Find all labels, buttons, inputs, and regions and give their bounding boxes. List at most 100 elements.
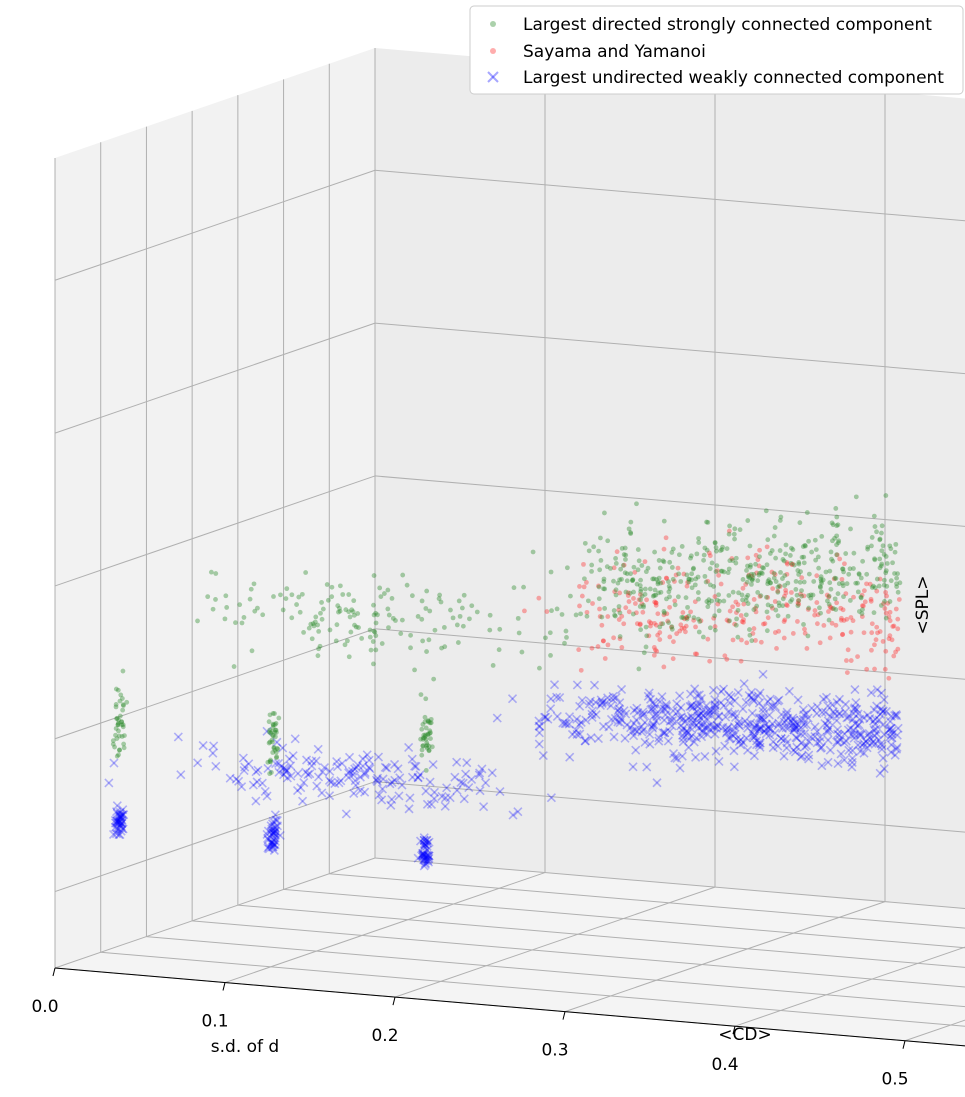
data-point — [881, 601, 886, 607]
data-point — [681, 625, 687, 631]
data-point-x — [839, 755, 849, 765]
data-point — [821, 622, 827, 628]
data-point — [248, 586, 254, 592]
data-point — [765, 594, 771, 600]
data-point — [879, 530, 884, 536]
data-point — [895, 616, 901, 622]
data-point-x — [648, 711, 658, 721]
data-point — [273, 721, 279, 726]
data-point — [892, 571, 897, 576]
data-point-x — [173, 732, 183, 742]
data-point — [776, 628, 782, 634]
data-point — [869, 585, 875, 590]
data-point — [675, 565, 681, 571]
data-point-x — [886, 723, 896, 733]
data-point-x — [208, 748, 218, 758]
data-point-x — [676, 712, 686, 722]
data-point-x — [694, 717, 704, 728]
data-point-x — [116, 819, 126, 829]
data-point — [838, 605, 844, 611]
data-point-x — [209, 741, 219, 751]
data-point-x — [575, 729, 585, 739]
data-point — [637, 604, 643, 609]
data-point — [319, 600, 324, 605]
data-point — [745, 574, 751, 580]
data-point — [613, 560, 619, 566]
data-point — [751, 607, 757, 612]
data-point-x — [416, 851, 427, 861]
data-point — [694, 651, 700, 657]
data-point-x — [862, 743, 872, 753]
data-point — [637, 621, 643, 627]
data-point — [726, 618, 731, 624]
data-point — [795, 619, 800, 624]
data-point-x — [776, 710, 787, 720]
data-point — [788, 560, 794, 566]
data-point-x — [267, 824, 277, 834]
data-point — [348, 629, 354, 635]
data-point — [799, 588, 804, 593]
data-point-x — [270, 828, 280, 839]
data-point — [769, 548, 775, 553]
data-point — [801, 554, 807, 560]
data-point — [117, 747, 122, 753]
data-point — [796, 598, 802, 603]
data-point — [695, 574, 701, 580]
data-point — [222, 616, 228, 622]
data-point-x — [718, 722, 728, 732]
data-point — [114, 753, 120, 759]
data-point — [373, 647, 379, 653]
data-point — [631, 564, 637, 570]
grid-y-floor — [374, 857, 965, 909]
data-point-x — [821, 692, 832, 702]
data-point-x — [421, 835, 431, 846]
data-point — [883, 493, 889, 498]
data-point-x — [843, 725, 853, 735]
data-point — [638, 589, 644, 595]
data-point-x — [649, 719, 659, 729]
data-point — [868, 598, 874, 604]
data-point-x — [270, 810, 280, 820]
data-point-x — [560, 718, 570, 729]
data-point-x — [815, 737, 825, 747]
data-point — [724, 656, 730, 662]
data-point — [515, 615, 521, 621]
data-point — [612, 613, 618, 619]
data-point — [616, 617, 622, 622]
data-point-x — [755, 738, 765, 748]
data-point — [739, 637, 744, 643]
data-point — [808, 592, 814, 598]
data-point-x — [747, 692, 757, 702]
data-point — [886, 614, 892, 620]
data-point-x — [759, 715, 769, 725]
data-point — [884, 561, 890, 566]
data-point — [740, 585, 746, 591]
data-point-x — [676, 702, 686, 713]
data-point-x — [284, 754, 294, 764]
data-point — [884, 583, 890, 589]
data-point — [554, 606, 560, 612]
data-point — [427, 731, 432, 736]
data-point — [855, 580, 860, 586]
data-point-x — [839, 737, 849, 748]
data-point-x — [576, 717, 586, 727]
data-point — [794, 592, 800, 598]
data-point — [318, 610, 323, 616]
data-point-x — [750, 724, 760, 734]
data-point — [771, 533, 777, 539]
data-point — [315, 622, 320, 628]
data-point-x — [596, 695, 606, 705]
data-point-x — [849, 709, 859, 719]
data-point — [672, 579, 677, 584]
data-point — [424, 649, 429, 654]
data-point — [516, 630, 522, 636]
data-point-x — [293, 769, 303, 779]
data-point — [868, 596, 874, 602]
data-point — [764, 594, 769, 600]
data-point-x — [419, 851, 429, 861]
data-point — [195, 618, 200, 624]
data-point — [124, 699, 130, 705]
data-point — [420, 743, 426, 749]
data-point — [327, 627, 333, 633]
data-point — [655, 611, 661, 617]
